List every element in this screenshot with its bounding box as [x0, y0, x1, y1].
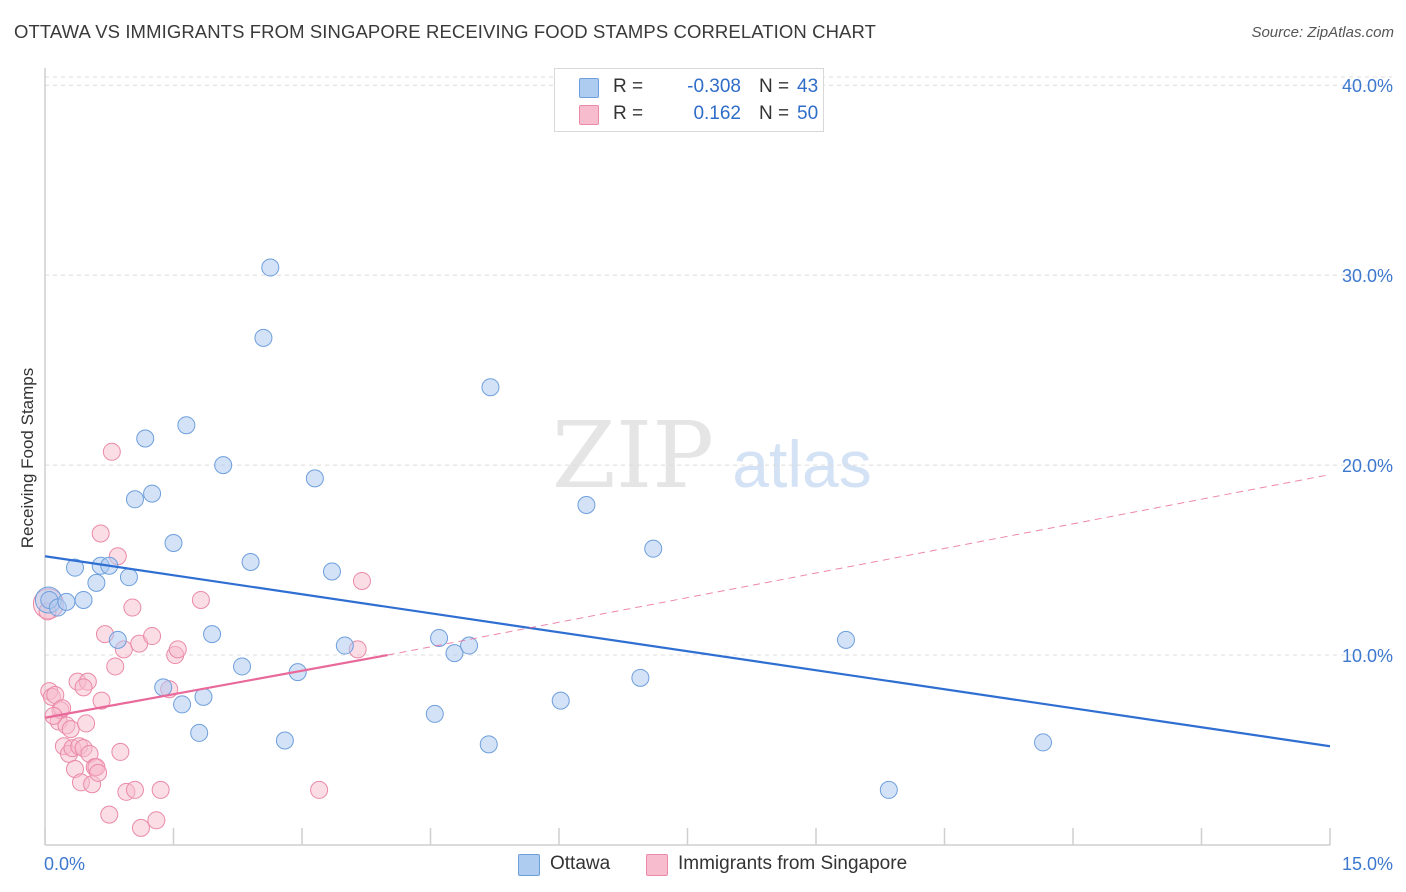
legend-swatch-ottawa — [579, 78, 599, 98]
y-tick-label: 30.0% — [1342, 266, 1393, 286]
data-point-singapore — [147, 811, 166, 830]
data-point-ottawa — [203, 625, 222, 644]
data-point-singapore — [131, 818, 150, 837]
data-point-ottawa — [57, 592, 76, 611]
source-label: Source: ZipAtlas.com — [1251, 24, 1394, 41]
data-point-singapore — [111, 742, 130, 761]
data-point-ottawa — [322, 562, 341, 581]
data-point-ottawa — [173, 695, 192, 714]
data-point-ottawa — [65, 558, 84, 577]
data-point-ottawa — [644, 539, 663, 558]
data-point-ottawa — [233, 657, 252, 676]
data-point-ottawa — [74, 590, 93, 609]
data-point-singapore — [125, 780, 144, 799]
data-point-ottawa — [214, 456, 233, 475]
data-point-ottawa — [108, 630, 127, 649]
data-point-ottawa — [460, 636, 479, 655]
x-tick-label: 15.0% — [1342, 854, 1393, 874]
legend-r-label: R = — [613, 76, 644, 97]
data-point-singapore — [143, 627, 162, 646]
data-point-singapore — [106, 657, 125, 676]
data-point-singapore — [168, 640, 187, 659]
data-point-singapore — [91, 524, 110, 543]
data-point-ottawa — [577, 495, 596, 514]
data-point-singapore — [89, 763, 108, 782]
legend-r-label: R = — [613, 103, 644, 124]
x-tick-label: 0.0% — [44, 854, 85, 874]
data-point-ottawa — [430, 628, 449, 647]
data-point-singapore — [123, 598, 142, 617]
data-point-singapore — [74, 678, 93, 697]
legend-r-value: -0.308 — [687, 76, 741, 97]
legend-n-label: N = — [759, 103, 790, 124]
data-point-ottawa — [551, 691, 570, 710]
series-name-singapore: Immigrants from Singapore — [678, 853, 908, 874]
data-point-singapore — [151, 780, 170, 799]
legend-n-label: N = — [759, 76, 790, 97]
data-point-ottawa — [879, 780, 898, 799]
data-point-singapore — [100, 805, 119, 824]
data-point-ottawa — [254, 328, 273, 347]
series-name-ottawa: Ottawa — [550, 853, 611, 874]
data-point-ottawa — [261, 258, 280, 277]
y-tick-label: 20.0% — [1342, 456, 1393, 476]
legend-n-value: 43 — [797, 76, 819, 97]
series-swatch-ottawa — [518, 854, 540, 876]
data-point-ottawa — [335, 636, 354, 655]
data-point-ottawa — [1034, 733, 1053, 752]
legend-r-value: 0.162 — [693, 103, 741, 124]
data-point-ottawa — [136, 429, 155, 448]
data-point-singapore — [77, 714, 96, 733]
legend-n-value: 50 — [797, 103, 819, 124]
data-point-ottawa — [190, 723, 209, 742]
data-point-ottawa — [481, 378, 500, 397]
correlation-legend: R = -0.308 N = 43 R = 0.162 N = 50 — [554, 68, 824, 132]
data-point-singapore — [102, 442, 121, 461]
data-point-ottawa — [631, 668, 650, 687]
data-point-ottawa — [836, 630, 855, 649]
data-point-ottawa — [143, 484, 162, 503]
trendline-singapore — [44, 653, 388, 719]
trendline-singapore-extension — [387, 474, 1331, 656]
data-point-singapore — [61, 720, 80, 739]
data-point-ottawa — [445, 644, 464, 663]
data-point-ottawa — [87, 573, 106, 592]
data-point-ottawa — [119, 568, 138, 587]
data-point-singapore — [352, 571, 371, 590]
series-swatch-singapore — [646, 854, 668, 876]
data-point-ottawa — [241, 552, 260, 571]
data-point-singapore — [191, 590, 210, 609]
y-tick-label: 40.0% — [1342, 76, 1393, 96]
data-point-ottawa — [305, 469, 324, 488]
data-point-singapore — [310, 780, 329, 799]
y-tick-label: 10.0% — [1342, 646, 1393, 666]
data-point-ottawa — [125, 490, 144, 509]
data-point-ottawa — [425, 704, 444, 723]
data-point-ottawa — [479, 735, 498, 754]
data-point-singapore — [92, 691, 111, 710]
data-point-ottawa — [164, 533, 183, 552]
watermark-atlas: atlas — [732, 427, 871, 501]
data-point-ottawa — [154, 678, 173, 697]
data-point-ottawa — [177, 416, 196, 435]
trendline-ottawa — [44, 555, 1331, 748]
chart-title: OTTAWA VS IMMIGRANTS FROM SINGAPORE RECE… — [14, 21, 876, 42]
legend-swatch-singapore — [579, 105, 599, 125]
watermark-zip: ZIP — [552, 402, 714, 509]
data-point-ottawa — [275, 731, 294, 750]
